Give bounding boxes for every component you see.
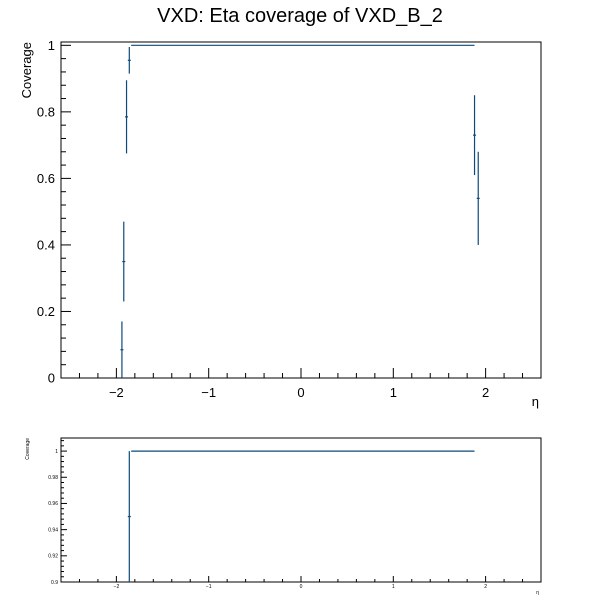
y-tick-label: 0.8	[37, 104, 55, 119]
x-tick-label: 1	[392, 584, 395, 590]
x-axis-label: η	[536, 590, 539, 596]
y-tick-label: 1	[55, 449, 58, 455]
y-tick-label: 0.4	[37, 237, 55, 252]
y-axis-label: Coverage	[19, 42, 34, 98]
x-tick-label: 0	[297, 385, 304, 400]
x-tick-label: 1	[390, 385, 397, 400]
y-tick-label: 0.9	[51, 580, 58, 586]
y-axis-label: Coverage	[25, 438, 31, 460]
chart-title: VXD: Eta coverage of VXD_B_2	[157, 5, 443, 27]
x-tick-label: −2	[114, 584, 120, 590]
plot-frame	[60, 437, 542, 583]
y-tick-label: 0.2	[37, 304, 55, 319]
y-tick-label: 0.92	[48, 554, 58, 560]
y-tick-label: 0	[48, 371, 55, 386]
y-tick-label: 0.6	[37, 171, 55, 186]
y-tick-label: 0.98	[48, 475, 58, 481]
plot-frame	[60, 41, 542, 379]
x-axis-label: η	[532, 394, 539, 409]
x-tick-label: −1	[201, 385, 216, 400]
x-tick-label: 2	[482, 385, 489, 400]
x-tick-label: −2	[109, 385, 124, 400]
zoom-panel: −2 −1 0 1 2 0.9 0.92 0.94 0.96 0.98 1 η Coverage	[25, 437, 542, 596]
y-tick-label: 1	[48, 38, 55, 53]
x-tick-label: −1	[206, 584, 212, 590]
y-tick-label: 0.96	[48, 501, 58, 507]
x-tick-label: 2	[484, 584, 487, 590]
y-tick-label: 0.94	[48, 527, 58, 533]
x-tick-label: 0	[300, 584, 303, 590]
main-panel: −2 −1 0 1 2 0 0.2 0.4 0.6 0.8 1 η Coverage	[19, 38, 542, 409]
